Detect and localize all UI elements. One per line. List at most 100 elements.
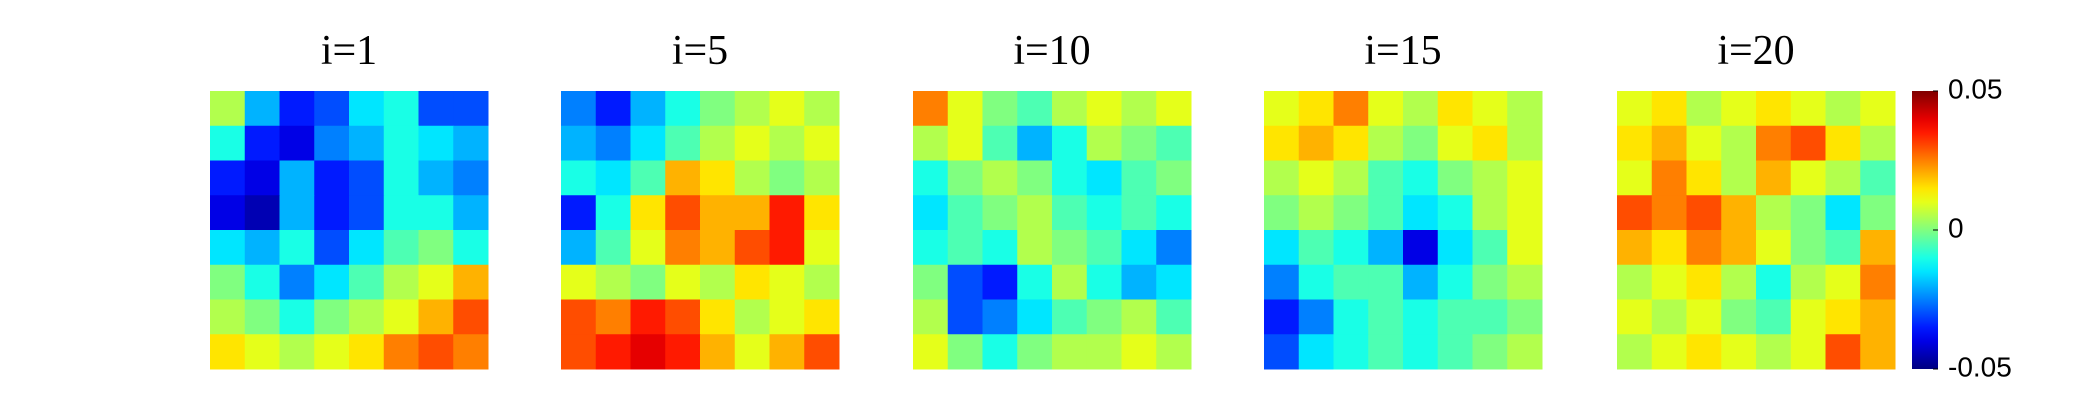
heatmap-cell [700,125,736,161]
heatmap-cell [665,160,701,196]
heatmap-cell [1437,264,1473,300]
heatmap-cell [630,264,666,300]
heatmap-cell [1756,125,1792,161]
heatmap-cell [1790,160,1826,196]
heatmap-cell [1264,195,1300,231]
heatmap-cell [700,195,736,231]
panel-title: i=20 [1717,28,1794,74]
heatmap-cell [1333,91,1369,127]
heatmap-cell [700,230,736,266]
heatmap-cell [279,230,315,266]
heatmap-cell [1686,230,1722,266]
heatmap-cell [595,230,631,266]
heatmap-cell [1860,160,1896,196]
heatmap-cell [210,230,246,266]
heatmap-cell [1298,299,1334,335]
heatmap-cell [769,334,805,370]
heatmap-cell [1017,264,1053,300]
heatmap-cell [279,334,315,370]
heatmap-cell [734,91,770,127]
heatmap-cell [453,195,489,231]
heatmap-cell [1333,264,1369,300]
heatmap-cell [1121,160,1157,196]
heatmap-cell [210,334,246,370]
heatmap-cell [1052,334,1088,370]
heatmap-cell [734,125,770,161]
heatmap-cell [1052,160,1088,196]
heatmap-cell [1825,195,1861,231]
heatmap-cell [561,299,597,335]
heatmap-cell [561,91,597,127]
heatmap-cell [1368,230,1404,266]
heatmap-cell [665,334,701,370]
heatmap-cell [418,91,454,127]
heatmap-cell [1017,195,1053,231]
heatmap-cell [1121,125,1157,161]
heatmap-cell [210,91,246,127]
heatmap-cell [1298,91,1334,127]
heatmap-cell [1860,195,1896,231]
heatmap-cell [734,334,770,370]
heatmap-cell [561,334,597,370]
heatmap-cell [734,230,770,266]
heatmap-cell [383,91,419,127]
heatmap-cell [1156,334,1192,370]
heatmap-cell [1507,334,1543,370]
heatmap-cell [769,160,805,196]
heatmap-cell [1437,125,1473,161]
heatmap-cell [947,160,983,196]
heatmap-cell [947,91,983,127]
heatmap-cell [418,264,454,300]
heatmap-cell [913,91,949,127]
heatmap-cell [1052,299,1088,335]
heatmap-cell [665,230,701,266]
heatmap-cell [1333,195,1369,231]
heatmap-cell [1756,334,1792,370]
heatmap-cell [1617,125,1653,161]
heatmap-cell [804,91,840,127]
heatmap-cell [630,334,666,370]
heatmap-cell [1756,91,1792,127]
heatmap-cell [453,91,489,127]
heatmap-cell [383,230,419,266]
heatmap-cell [1472,299,1508,335]
heatmap-cell [1756,299,1792,335]
heatmap-cell [982,299,1018,335]
heatmap-cell [244,160,280,196]
heatmap-cell [1651,125,1687,161]
colorbar-tick-label: -0.05 [1948,351,2012,382]
heatmap-cell [453,299,489,335]
heatmap-cell [314,91,350,127]
heatmap-cell [1721,299,1757,335]
heatmap-cell [1472,125,1508,161]
heatmap-cell [665,195,701,231]
heatmap-cell [349,299,385,335]
heatmap-cell [1756,264,1792,300]
heatmap-cell [561,195,597,231]
heatmap-cell [734,264,770,300]
heatmap-cell [595,264,631,300]
heatmap-cell [279,91,315,127]
heatmap-cell [1086,125,1122,161]
heatmap-cell [1298,160,1334,196]
heatmap-cell [1403,125,1439,161]
heatmap-cell [1156,125,1192,161]
panel-title: i=1 [321,28,377,74]
heatmap-cell [947,195,983,231]
heatmap-cell [1086,299,1122,335]
heatmap-cell [1825,160,1861,196]
heatmap-cell [1052,125,1088,161]
heatmap-cell [1264,334,1300,370]
heatmap-cell [913,334,949,370]
heatmap-cell [769,230,805,266]
heatmap-cell [947,125,983,161]
heatmap-cell [349,334,385,370]
heatmap-cell [1264,230,1300,266]
heatmap-cell [1403,264,1439,300]
heatmap-cell [1156,91,1192,127]
colorbar-tick-label: 0.05 [1948,73,2003,104]
heatmap-cell [1437,230,1473,266]
heatmap-cell [982,334,1018,370]
heatmap-cell [561,230,597,266]
heatmap-cell [1507,195,1543,231]
